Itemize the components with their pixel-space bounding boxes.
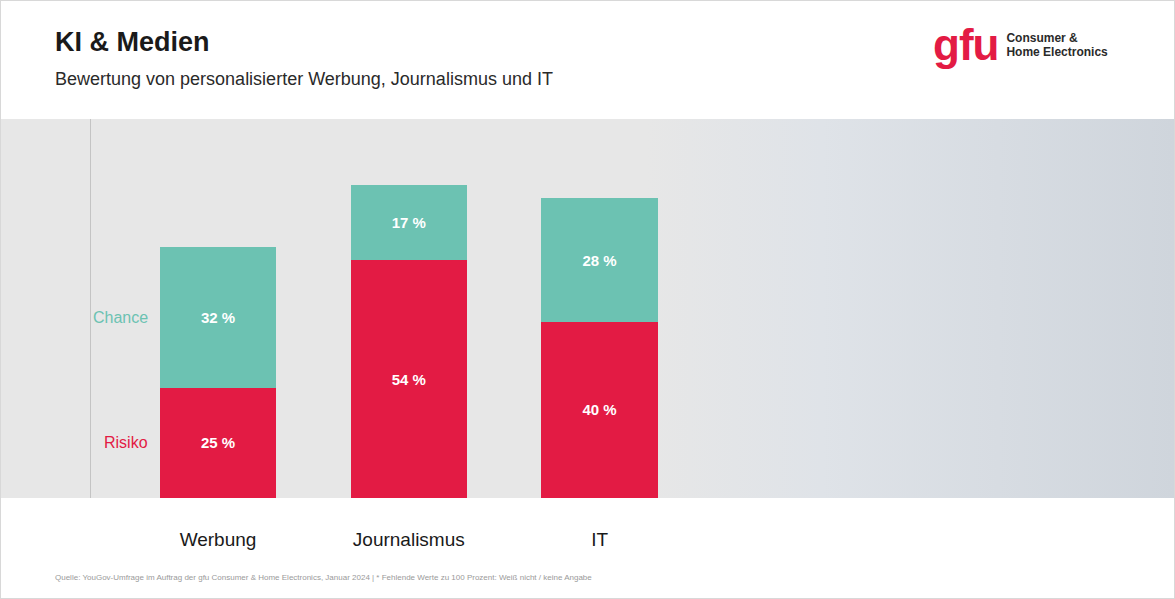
svg-text:Journalismus: Journalismus (353, 529, 465, 550)
html-text:KI & Medien: KI & Medien (55, 27, 210, 57)
svg-text:25 %: 25 % (201, 434, 235, 451)
svg-text:Werbung: Werbung (180, 529, 257, 550)
html-text:gfu: gfu (933, 20, 999, 69)
html-text:Quelle: YouGov-Umfrage im Auft: Quelle: YouGov-Umfrage im Auftrag der gf… (55, 573, 592, 582)
html-text:Home Electronics: Home Electronics (1006, 45, 1108, 59)
svg-text:54 %: 54 % (392, 371, 426, 388)
svg-text:17 %: 17 % (392, 214, 426, 231)
svg-text:40 %: 40 % (582, 401, 616, 418)
html-text:Bewertung von personalisierter: Bewertung von personalisierter Werbung, … (55, 69, 553, 89)
svg-text:32 %: 32 % (201, 309, 235, 326)
svg-text:Risiko: Risiko (104, 434, 148, 451)
svg-text:28 %: 28 % (582, 252, 616, 269)
svg-text:IT: IT (591, 529, 608, 550)
html-text:Consumer &: Consumer & (1006, 31, 1078, 45)
svg-text:Chance: Chance (93, 309, 148, 326)
